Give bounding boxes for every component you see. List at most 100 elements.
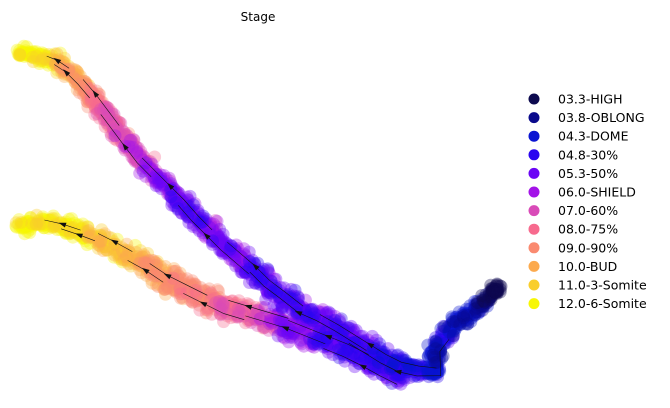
cell-point xyxy=(143,163,157,177)
cell-point xyxy=(207,217,220,231)
cell-point xyxy=(216,237,230,251)
cell-point xyxy=(145,157,159,171)
cell-point xyxy=(168,264,182,278)
cell-point xyxy=(47,53,61,67)
cell-point xyxy=(22,48,36,62)
cell-point xyxy=(28,48,41,62)
cell-point xyxy=(470,297,484,311)
cell-point xyxy=(184,293,197,307)
cell-point xyxy=(133,150,147,164)
cell-point xyxy=(23,226,37,240)
cell-point xyxy=(387,359,401,373)
cell-point xyxy=(186,207,200,221)
cell-point xyxy=(287,291,301,305)
cell-point xyxy=(255,264,269,278)
cell-point xyxy=(445,315,459,329)
cell-point xyxy=(275,299,289,313)
cell-point xyxy=(72,74,86,88)
cell-point xyxy=(94,234,108,248)
cell-point xyxy=(164,177,178,191)
cell-point xyxy=(391,376,405,390)
cell-point xyxy=(431,365,445,379)
cell-point xyxy=(268,318,281,332)
cell-point xyxy=(442,327,456,341)
cell-point xyxy=(154,171,168,185)
cell-point xyxy=(134,159,148,173)
cell-point xyxy=(26,55,40,69)
cell-point xyxy=(286,312,300,326)
cell-point xyxy=(139,154,153,168)
cell-point xyxy=(293,319,307,333)
cell-point xyxy=(400,357,414,371)
cell-point xyxy=(185,210,199,224)
cell-point xyxy=(434,327,448,341)
cell-point xyxy=(136,250,150,264)
cell-point xyxy=(108,237,122,251)
cell-point xyxy=(159,172,173,186)
cell-point xyxy=(14,215,28,229)
cell-point xyxy=(88,230,102,244)
cell-point xyxy=(91,234,104,248)
cell-point xyxy=(183,206,197,220)
cell-point xyxy=(227,298,241,312)
cell-point xyxy=(9,219,23,233)
cell-point xyxy=(114,248,128,262)
cell-point xyxy=(270,286,283,300)
cell-point xyxy=(97,102,111,116)
cell-point xyxy=(319,307,333,321)
cell-point xyxy=(443,323,457,337)
cell-point xyxy=(358,339,372,353)
cell-point xyxy=(397,371,410,385)
cell-point xyxy=(346,336,360,350)
cell-point xyxy=(275,315,289,329)
cell-point xyxy=(173,282,187,296)
cell-point xyxy=(313,331,326,345)
cell-point xyxy=(336,326,349,340)
cell-point xyxy=(17,219,31,233)
cell-point xyxy=(308,332,322,346)
cell-point xyxy=(69,72,83,86)
cell-point xyxy=(328,341,342,355)
cell-point xyxy=(219,236,233,250)
cell-point xyxy=(168,191,182,205)
cell-point xyxy=(212,230,226,244)
cell-point xyxy=(448,324,461,338)
cell-point xyxy=(117,129,131,143)
cell-point xyxy=(65,62,79,76)
cell-point xyxy=(46,53,60,67)
cell-point xyxy=(125,140,139,154)
cell-point xyxy=(366,361,380,375)
cell-point xyxy=(425,365,439,379)
cell-point xyxy=(298,327,312,341)
cell-point xyxy=(458,308,472,322)
cell-point xyxy=(71,76,85,90)
cell-point xyxy=(446,315,460,329)
cell-point xyxy=(119,139,133,153)
cell-point xyxy=(432,342,446,356)
cell-point xyxy=(276,313,290,327)
cell-point xyxy=(373,337,387,351)
cell-point xyxy=(76,217,90,231)
cell-point xyxy=(43,213,57,227)
cell-point xyxy=(309,314,323,328)
cell-point xyxy=(364,356,378,370)
cell-point xyxy=(486,284,500,298)
cell-point xyxy=(443,329,457,343)
cell-point xyxy=(374,348,388,362)
cell-point xyxy=(249,309,263,323)
velocity-arrowhead xyxy=(359,364,367,370)
cell-point xyxy=(445,312,459,326)
cell-point xyxy=(427,335,441,349)
cell-point xyxy=(422,366,436,380)
cell-point xyxy=(219,240,233,254)
cell-point xyxy=(231,249,245,263)
cell-point xyxy=(263,286,277,300)
cell-point xyxy=(421,350,435,364)
cell-point xyxy=(336,321,349,335)
cell-point xyxy=(430,338,444,352)
cell-point xyxy=(428,340,441,354)
cell-point xyxy=(265,320,279,334)
cell-point xyxy=(346,323,360,337)
cell-point xyxy=(94,236,108,250)
